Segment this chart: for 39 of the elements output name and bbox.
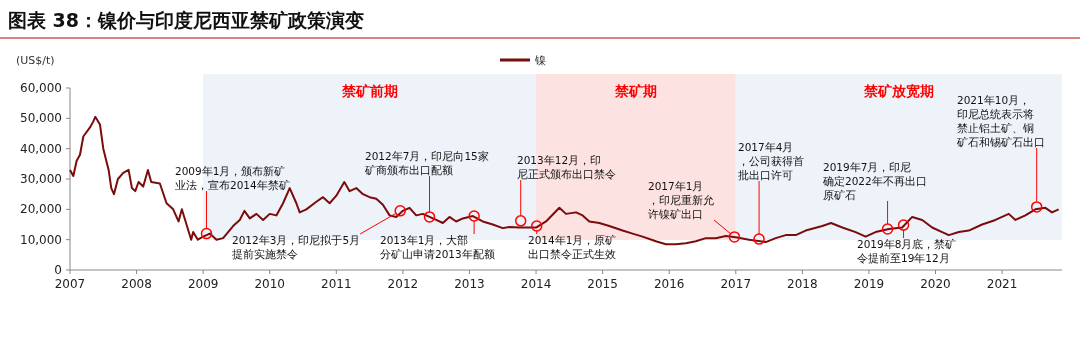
annotation: 2013年12月，印尼正式颁布出口禁令 (517, 154, 616, 180)
x-tick-label: 2021 (986, 277, 1018, 291)
x-tick-label: 2007 (54, 277, 86, 291)
y-axis-title: (US$/t) (16, 54, 55, 67)
y-tick-label: 0 (54, 263, 62, 277)
annotation: 2014年1月，原矿出口禁令正式生效 (528, 234, 617, 260)
y-tick-label: 10,000 (20, 232, 62, 247)
band-label: 禁矿前期 (340, 83, 398, 99)
x-tick-label: 2009 (187, 277, 219, 291)
annotation: 2021年10月，印尼总统表示将禁止铝土矿、铜矿石和锡矿石出口 (956, 94, 1045, 148)
x-tick-label: 2014 (520, 277, 552, 291)
annotation: 2019年8月底，禁矿令提前至19年12月 (857, 238, 957, 264)
annotation: 2013年1月，大部分矿山申请2013年配额 (380, 234, 495, 260)
x-tick-label: 2010 (254, 277, 285, 291)
annotation: 2012年3月，印尼拟于5月提前实施禁令 (232, 234, 361, 260)
x-tick-label: 2017 (720, 277, 752, 291)
band-label: 禁矿期 (613, 83, 657, 99)
y-tick-label: 20,000 (20, 202, 62, 217)
y-tick-label: 50,000 (20, 111, 62, 126)
x-tick-label: 2019 (853, 277, 885, 291)
x-tick-label: 2013 (454, 277, 485, 291)
x-tick-label: 2020 (920, 277, 951, 291)
annotation: 2019年7月，印尼确定2022年不再出口原矿石 (822, 161, 927, 201)
band-label: 禁矿放宽期 (862, 83, 934, 99)
legend-label: 镍 (534, 54, 546, 67)
x-tick-label: 2012 (387, 277, 419, 291)
y-tick-label: 40,000 (20, 141, 62, 156)
y-tick-label: 60,000 (20, 81, 62, 95)
x-tick-label: 2018 (787, 277, 818, 291)
x-tick-label: 2008 (121, 277, 152, 291)
annotation: 2017年1月，印尼重新允许镍矿出口 (648, 180, 714, 220)
annotation: 2012年7月，印尼向15家矿商颁布出口配额 (364, 150, 489, 176)
x-tick-label: 2011 (321, 277, 352, 291)
annotation: 2009年1月，颁布新矿业法，宣布2014年禁矿 (175, 165, 290, 191)
annotation: 2017年4月，公司获得首批出口许可 (738, 141, 804, 181)
x-tick-label: 2015 (587, 277, 618, 291)
x-tick-label: 2016 (653, 277, 685, 291)
chart-title: 图表 38：镍价与印度尼西亚禁矿政策演变 (8, 9, 365, 31)
y-tick-label: 30,000 (20, 172, 62, 186)
